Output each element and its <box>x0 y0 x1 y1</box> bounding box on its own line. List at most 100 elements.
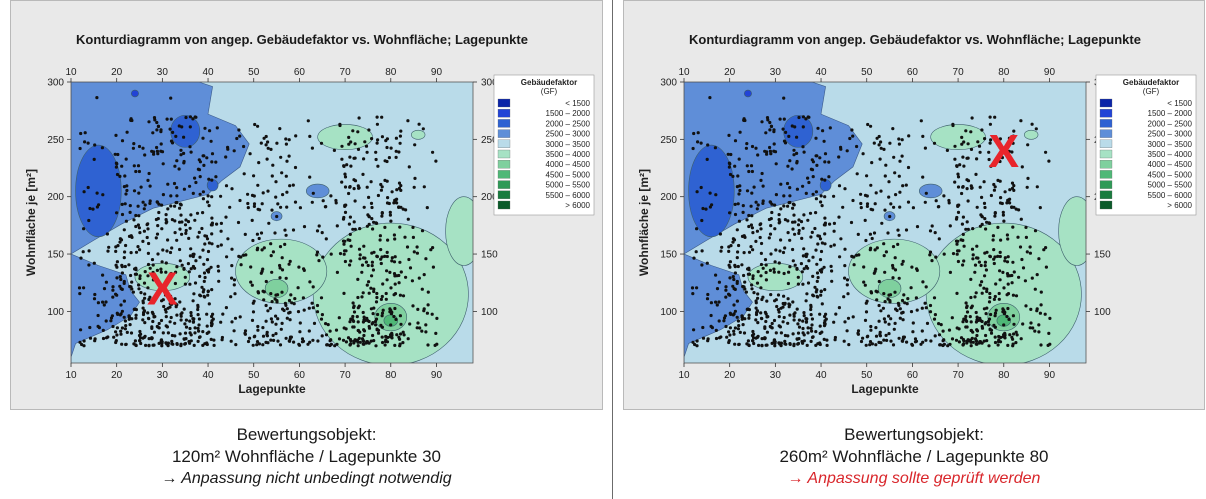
left-data-point <box>426 290 430 294</box>
right-data-point <box>756 270 760 274</box>
left-data-point <box>207 267 211 271</box>
left-data-point <box>111 285 115 289</box>
right-data-point <box>807 180 811 185</box>
right-data-point <box>742 285 746 289</box>
left-data-point <box>219 320 223 324</box>
left-data-point <box>152 330 156 334</box>
left-data-point <box>125 188 129 193</box>
right-data-point <box>791 259 795 263</box>
right-data-point <box>837 155 841 159</box>
left-data-point <box>145 235 149 240</box>
left-data-point <box>92 261 96 265</box>
left-data-point <box>182 307 186 311</box>
left-data-point <box>83 131 87 135</box>
left-data-point <box>124 219 128 223</box>
right-data-point <box>695 339 699 343</box>
right-data-point <box>815 271 820 275</box>
right-data-point <box>994 308 998 312</box>
left-data-point <box>101 336 106 341</box>
left-data-point <box>271 333 275 337</box>
left-legend-label: > 6000 <box>565 201 590 210</box>
right-data-point <box>1003 256 1007 260</box>
right-data-point <box>1012 332 1016 336</box>
left-data-point <box>369 180 373 184</box>
left-data-point <box>366 263 370 268</box>
left-data-point <box>189 314 193 318</box>
right-data-point <box>767 236 771 240</box>
left-data-point <box>207 302 211 306</box>
left-data-point <box>178 300 182 304</box>
left-data-point <box>358 257 362 261</box>
left-data-point <box>166 331 170 335</box>
right-data-point <box>747 316 751 320</box>
left-data-point <box>119 332 123 336</box>
right-data-point <box>868 340 873 344</box>
right-data-point <box>974 172 978 176</box>
right-data-point <box>744 290 748 294</box>
left-data-point <box>79 131 83 136</box>
left-data-point <box>363 140 367 144</box>
left-data-point <box>179 203 183 207</box>
right-data-point <box>971 253 975 257</box>
left-data-point <box>349 244 353 248</box>
left-data-point <box>118 174 122 178</box>
left-data-point <box>202 288 206 292</box>
left-data-point <box>160 340 164 344</box>
right-data-point <box>969 344 973 348</box>
right-data-point <box>782 315 786 320</box>
left-data-point <box>282 308 286 313</box>
right-data-point <box>797 228 801 233</box>
right-data-point <box>874 289 878 293</box>
left-data-point <box>141 200 145 204</box>
left-data-point <box>371 312 375 316</box>
right-data-point <box>801 125 805 129</box>
left-data-point <box>171 130 175 134</box>
left-data-point <box>388 307 392 311</box>
right-data-point <box>878 330 882 334</box>
left-data-point <box>215 126 219 130</box>
right-data-point <box>804 252 808 256</box>
left-data-point <box>155 128 159 132</box>
left-data-point <box>434 159 438 163</box>
left-data-point <box>151 263 155 267</box>
right-data-point <box>774 193 778 197</box>
left-data-point <box>383 343 387 347</box>
left-data-point <box>388 310 392 314</box>
right-data-point <box>695 286 699 290</box>
right-data-point <box>768 149 772 153</box>
left-data-point <box>166 238 170 242</box>
right-data-point <box>965 187 969 191</box>
right-data-point <box>874 326 878 330</box>
left-data-point <box>184 115 188 120</box>
left-data-point <box>367 195 371 199</box>
right-data-point <box>976 318 980 323</box>
right-data-point <box>907 134 911 138</box>
right-data-point <box>783 301 787 305</box>
right-data-point <box>718 232 722 236</box>
left-data-point <box>205 324 209 328</box>
right-x-tick-label: 20 <box>724 370 736 381</box>
right-data-point <box>869 324 873 329</box>
left-data-point <box>429 248 433 252</box>
left-data-point <box>262 246 266 250</box>
right-data-point <box>905 302 909 306</box>
left-scatter-points <box>77 96 439 348</box>
left-data-point <box>323 205 327 209</box>
right-data-point <box>728 260 732 264</box>
right-data-point <box>795 151 799 155</box>
right-data-point <box>786 297 790 301</box>
right-data-point <box>993 340 998 345</box>
right-data-point <box>896 228 900 232</box>
left-data-point <box>191 320 195 324</box>
right-data-point <box>875 298 879 302</box>
left-data-point <box>266 189 270 193</box>
right-data-point <box>1035 185 1039 189</box>
left-plot-area <box>71 82 473 363</box>
left-data-point <box>343 239 347 243</box>
left-data-point <box>146 251 150 255</box>
right-data-point <box>897 233 901 237</box>
right-dark-blue-blob-top <box>743 89 752 98</box>
left-data-point <box>129 251 133 255</box>
right-data-point <box>1005 201 1009 205</box>
right-data-point <box>783 339 787 343</box>
